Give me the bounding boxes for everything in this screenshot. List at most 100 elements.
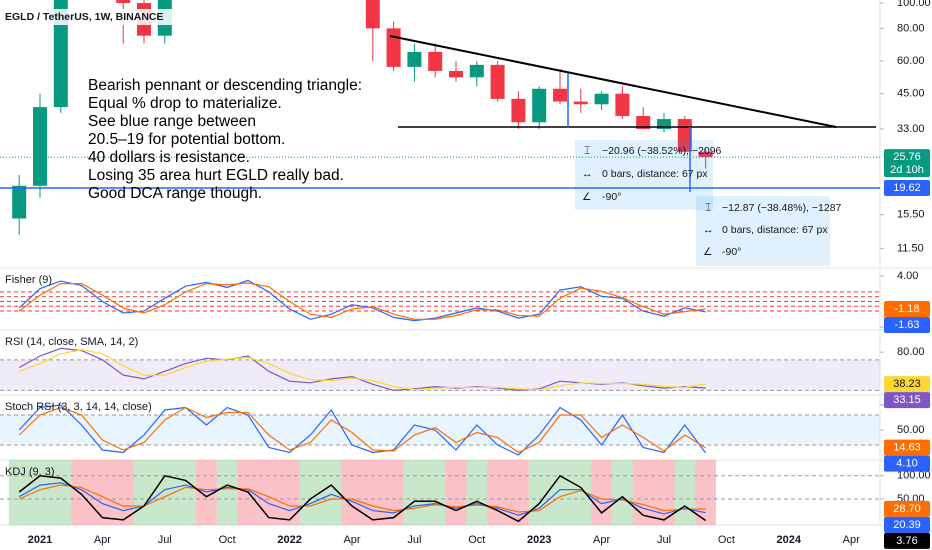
candle-body: [116, 0, 131, 4]
measure-box: [575, 140, 713, 210]
y-tick-label: 80.00: [897, 346, 925, 358]
trend-fill: [612, 460, 633, 525]
last-value-label: 20.39: [893, 519, 921, 531]
note-line: 20.5–19 for potential bottom.: [88, 131, 285, 148]
indicator-line: [18, 474, 707, 523]
candle-body: [657, 119, 671, 129]
indicator-line: [18, 282, 706, 320]
measure-text: −12.87 (−38.48%), −1287: [722, 202, 842, 214]
trend-fill: [216, 460, 238, 525]
x-tick-label: 2022: [277, 534, 301, 546]
last-value-box: [884, 500, 930, 517]
candle-body: [490, 64, 505, 99]
candle-body: [386, 28, 401, 67]
note-line: Bearish pennant or descending triangle:: [88, 77, 362, 94]
trend-fill: [445, 460, 467, 525]
trend-fill: [383, 460, 404, 525]
last-value-label: 4.10: [896, 458, 917, 470]
trend-line: [389, 35, 837, 128]
last-value-box: [884, 301, 930, 318]
last-value-label: 28.70: [893, 503, 921, 515]
annotation-text: Bearish pennant or descending triangle: …: [88, 77, 362, 202]
last-price-label: 25.76: [893, 151, 921, 163]
support-label: 19.62: [893, 182, 921, 194]
note-line: See blue range between: [88, 113, 256, 130]
candle-body: [553, 88, 567, 102]
trend-fill: [424, 460, 446, 525]
last-value-box: [884, 532, 930, 549]
last-value-label: 38.23: [893, 378, 921, 390]
last-value-box: [884, 516, 930, 533]
trend-fill: [674, 460, 696, 525]
indicator-line: [18, 404, 707, 456]
band: [0, 359, 880, 391]
icon: ∠: [703, 246, 712, 258]
support-box: [884, 179, 930, 196]
pane-title: RSI (14, close, SMA, 14, 2): [5, 336, 138, 348]
last-value-box: [884, 439, 930, 456]
x-tick-label: Oct: [468, 534, 485, 546]
y-tick-label: 33.00: [897, 123, 925, 135]
measure-box: [696, 196, 830, 266]
trend-fill: [71, 460, 92, 525]
last-value-box: [884, 376, 930, 393]
candle-body: [511, 98, 526, 123]
note-line: 40 dollars is resistance.: [88, 149, 250, 166]
trend-fill: [300, 460, 321, 525]
pane-title: Stoch RSI (3, 3, 14, 14, close): [5, 401, 152, 413]
trend-fill: [175, 460, 196, 525]
candle-body: [532, 88, 547, 123]
note-line: Equal % drop to materialize.: [88, 95, 282, 112]
last-value-label: 14.63: [893, 442, 921, 454]
candle-body: [573, 101, 588, 105]
x-tick-label: Jul: [657, 534, 671, 546]
indicator-line: [18, 279, 706, 322]
y-tick-label: 100.00: [897, 470, 931, 482]
indicator-line: [18, 484, 706, 513]
indicator-line: [18, 482, 706, 516]
trend-fill: [92, 460, 113, 525]
trend-fill: [528, 460, 550, 525]
y-tick-label: 4.00: [897, 270, 918, 282]
icon: ⌶: [705, 202, 712, 214]
pane-title: KDJ (9, 3): [5, 466, 55, 478]
y-tick-label: 45.00: [897, 88, 925, 100]
candle-body: [449, 70, 463, 78]
indicator-line: [18, 406, 706, 454]
chart-layers: [0, 0, 932, 526]
last-value-label: 3.76: [896, 535, 917, 547]
trend-fill: [341, 460, 363, 525]
indicator: [0, 279, 880, 322]
x-tick-label: Jul: [158, 534, 172, 546]
candle-body: [407, 51, 422, 67]
x-tick-label: Apr: [843, 534, 860, 546]
indicator: [0, 460, 880, 525]
icon: ⌶: [584, 145, 591, 157]
countdown-label: 2d 10h: [890, 164, 924, 176]
last-value-box: [884, 317, 930, 334]
x-tick-label: Apr: [94, 534, 111, 546]
candle-body: [33, 107, 47, 186]
candle-body: [594, 93, 609, 105]
x-tick-label: Oct: [718, 534, 735, 546]
y-tick-label: 100.00: [897, 0, 931, 9]
candle-body: [615, 93, 630, 116]
trend-fill: [466, 460, 488, 525]
x-tick-label: Oct: [219, 534, 236, 546]
candles: [12, 0, 713, 235]
candle-body: [12, 185, 27, 219]
x-tick-label: Apr: [343, 534, 360, 546]
pane-title: Fisher (9): [5, 274, 52, 286]
icon: ↔: [582, 168, 593, 180]
trend-fill: [487, 460, 508, 525]
candle-body: [469, 64, 484, 78]
x-tick-label: 2024: [777, 534, 802, 546]
candle-body: [53, 0, 68, 108]
icon: ↔: [703, 224, 714, 236]
last-value-label: 33.15: [893, 394, 921, 406]
last-value-label: -1.18: [894, 303, 919, 315]
last-value-label: -1.63: [894, 319, 919, 331]
